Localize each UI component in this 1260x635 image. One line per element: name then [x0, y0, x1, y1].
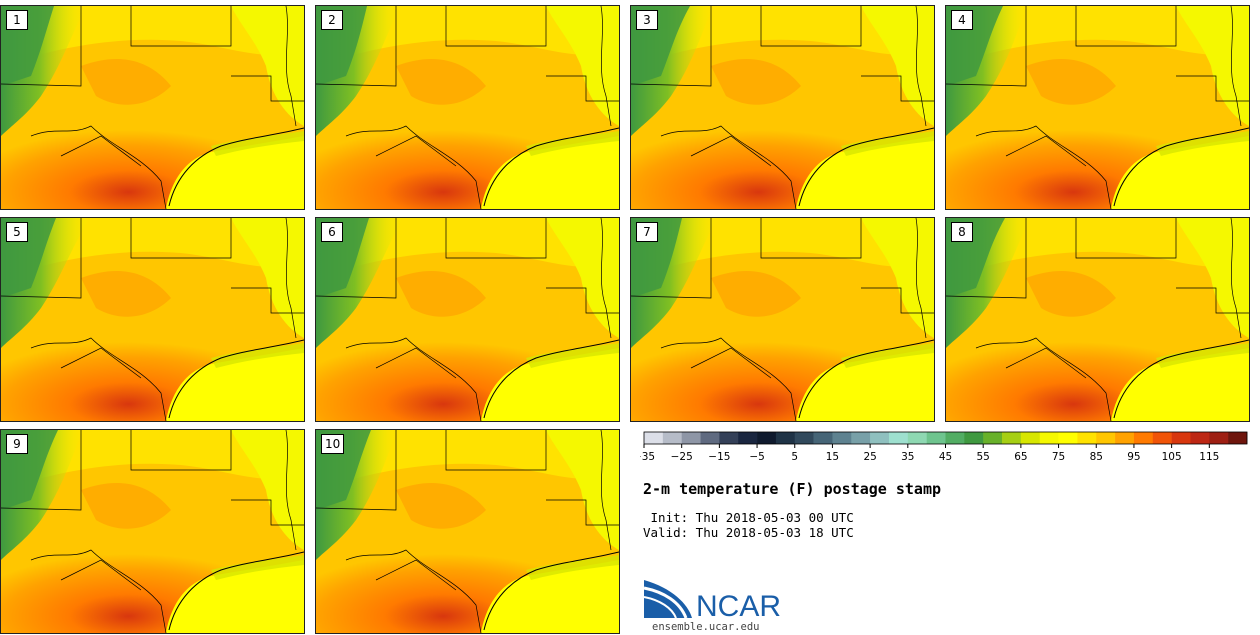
colorbar-tick-label: 5 [791, 451, 798, 463]
colorbar-swatch [907, 432, 927, 444]
colorbar-tick-label: 65 [1014, 451, 1027, 463]
ensemble-member-panel: 8 [945, 217, 1250, 422]
colorbar-swatch [644, 432, 664, 444]
member-number-badge: 6 [321, 222, 343, 242]
ensemble-member-panel: 5 [0, 217, 305, 422]
member-number-badge: 7 [636, 222, 658, 242]
colorbar-swatch [1058, 432, 1078, 444]
colorbar-swatch [1171, 432, 1191, 444]
colorbar-swatch [700, 432, 720, 444]
colorbar-swatch [1190, 432, 1210, 444]
colorbar-swatch [775, 432, 796, 444]
colorbar-swatch [1039, 432, 1059, 444]
colorbar-tick-label: −5 [749, 451, 764, 463]
member-number-badge: 9 [6, 434, 28, 454]
ensemble-member-panel: 2 [315, 5, 620, 210]
member-number-badge: 2 [321, 10, 343, 30]
init-time: Init: Thu 2018-05-03 00 UTC [643, 510, 854, 525]
ensemble-member-panel: 10 [315, 429, 620, 634]
colorbar-tick-label: 15 [826, 451, 839, 463]
colorbar-swatch [983, 432, 1003, 444]
colorbar-swatch [851, 432, 871, 444]
colorbar-tick-label: 35 [901, 451, 914, 463]
member-number-badge: 10 [321, 434, 345, 454]
colorbar-tick-label: −35 [640, 451, 655, 463]
ensemble-member-panel: 6 [315, 217, 620, 422]
colorbar-tick-label: 25 [863, 451, 876, 463]
ensemble-member-panel: 3 [630, 5, 935, 210]
colorbar-swatch [738, 432, 758, 444]
temperature-colorbar: −35 −25 −15 −5 5 15 25 35 45 55 65 75 85 95 105 115 [640, 431, 1248, 463]
colorbar-tick-label: 115 [1199, 451, 1219, 463]
colorbar-swatch [794, 432, 814, 444]
colorbar-tick-label: −25 [671, 451, 693, 463]
temperature-map [316, 430, 619, 633]
temperature-map [316, 6, 619, 209]
colorbar-swatch [681, 432, 701, 444]
ensemble-member-panel: 1 [0, 5, 305, 210]
colorbar-swatch [1115, 432, 1135, 444]
temperature-map [631, 6, 934, 209]
ncar-wordmark: NCAR [696, 590, 781, 623]
colorbar-tick-label: 85 [1090, 451, 1103, 463]
colorbar-tick-label: 55 [977, 451, 990, 463]
ensemble-member-panel: 9 [0, 429, 305, 634]
colorbar-swatch [662, 432, 682, 444]
member-number-badge: 1 [6, 10, 28, 30]
colorbar-swatch [757, 432, 777, 444]
member-number-badge: 8 [951, 222, 973, 242]
colorbar-swatch [1152, 432, 1172, 444]
temperature-map [946, 218, 1249, 421]
colorbar-swatch [832, 432, 852, 444]
temperature-map [316, 218, 619, 421]
temperature-map [1, 6, 304, 209]
colorbar-swatch [1002, 432, 1022, 444]
colorbar-tick-label: 75 [1052, 451, 1065, 463]
colorbar-tick-label: 45 [939, 451, 952, 463]
colorbar-swatch [1228, 432, 1248, 444]
member-number-badge: 3 [636, 10, 658, 30]
colorbar-swatch [813, 432, 833, 444]
colorbar-tick-label: 95 [1127, 451, 1140, 463]
temperature-map [946, 6, 1249, 209]
colorbar-tick-label: 105 [1162, 451, 1182, 463]
colorbar-swatch [1133, 432, 1154, 444]
plot-title: 2-m temperature (F) postage stamp [643, 480, 942, 498]
colorbar-swatch [719, 432, 739, 444]
colorbar-swatch [1096, 432, 1116, 444]
temperature-map [1, 218, 304, 421]
valid-time: Valid: Thu 2018-05-03 18 UTC [643, 525, 854, 540]
colorbar-tick-label: −15 [708, 451, 730, 463]
ncar-logo: NCAR ensemble.ucar.edu [643, 580, 781, 633]
ensemble-member-panel: 7 [630, 217, 935, 422]
colorbar-swatch [964, 432, 984, 444]
temperature-map [631, 218, 934, 421]
colorbar-swatch [870, 432, 890, 444]
ensemble-member-panel: 4 [945, 5, 1250, 210]
temperature-map [1, 430, 304, 633]
colorbar-swatch [1020, 432, 1041, 444]
colorbar-swatch [888, 432, 909, 444]
ncar-url: ensemble.ucar.edu [652, 621, 759, 633]
member-number-badge: 5 [6, 222, 28, 242]
colorbar-swatch [945, 432, 965, 444]
member-number-badge: 4 [951, 10, 973, 30]
colorbar-swatch [1077, 432, 1097, 444]
colorbar-swatch [926, 432, 946, 444]
colorbar-swatch [1209, 432, 1229, 444]
